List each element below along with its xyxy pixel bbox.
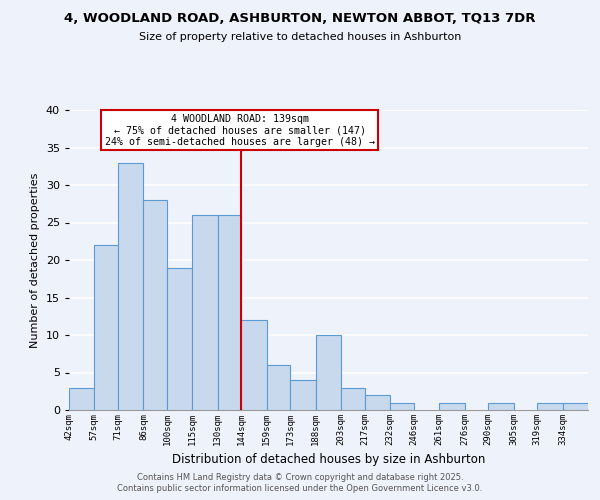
X-axis label: Distribution of detached houses by size in Ashburton: Distribution of detached houses by size …: [172, 454, 485, 466]
Bar: [316, 335, 341, 410]
Bar: [167, 268, 193, 410]
Bar: [69, 388, 94, 410]
Bar: [439, 402, 464, 410]
Bar: [537, 402, 563, 410]
Bar: [143, 200, 167, 410]
Bar: [390, 402, 414, 410]
Bar: [267, 365, 290, 410]
Text: 4, WOODLAND ROAD, ASHBURTON, NEWTON ABBOT, TQ13 7DR: 4, WOODLAND ROAD, ASHBURTON, NEWTON ABBO…: [64, 12, 536, 26]
Bar: [94, 245, 118, 410]
Bar: [365, 395, 390, 410]
Bar: [118, 162, 143, 410]
Text: Contains HM Land Registry data © Crown copyright and database right 2025.: Contains HM Land Registry data © Crown c…: [137, 472, 463, 482]
Bar: [241, 320, 267, 410]
Bar: [218, 215, 241, 410]
Bar: [193, 215, 218, 410]
Bar: [488, 402, 514, 410]
Bar: [290, 380, 316, 410]
Y-axis label: Number of detached properties: Number of detached properties: [30, 172, 40, 348]
Bar: [563, 402, 588, 410]
Text: Size of property relative to detached houses in Ashburton: Size of property relative to detached ho…: [139, 32, 461, 42]
Text: Contains public sector information licensed under the Open Government Licence v3: Contains public sector information licen…: [118, 484, 482, 493]
Bar: [341, 388, 365, 410]
Text: 4 WOODLAND ROAD: 139sqm
← 75% of detached houses are smaller (147)
24% of semi-d: 4 WOODLAND ROAD: 139sqm ← 75% of detache…: [105, 114, 375, 147]
